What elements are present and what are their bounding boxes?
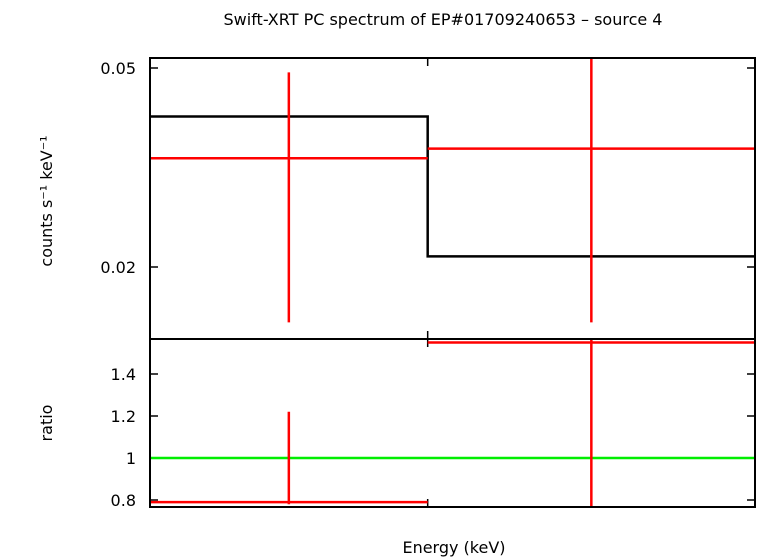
bottom-y-tick-label: 1: [126, 449, 136, 468]
top-y-axis-label: counts s⁻¹ keV⁻¹: [37, 135, 56, 266]
spectrum-panel: counts s⁻¹ keV⁻¹ 0.05 0.02: [37, 57, 756, 340]
model-step-line: [150, 115, 755, 258]
bottom-y-tick-label: 1.2: [111, 407, 136, 426]
x-axis-label: Energy (keV): [402, 538, 505, 557]
bottom-y-tick-label: 0.8: [111, 491, 136, 510]
ratio-data-points: [150, 339, 755, 507]
top-y-ticks: 0.05 0.02: [100, 58, 755, 339]
bottom-panel-frame: [149, 338, 756, 508]
bottom-y-tick-label: 1.4: [111, 365, 136, 384]
spectrum-data-points: [150, 58, 755, 323]
top-y-tick-label: 0.02: [100, 258, 136, 277]
top-y-tick-label: 0.05: [100, 59, 136, 78]
ratio-panel: ratio 0.8 1 1.2 1.4: [37, 338, 756, 510]
model-step-path: [150, 115, 755, 258]
chart-title: Swift-XRT PC spectrum of EP#01709240653 …: [224, 10, 663, 29]
top-panel-frame: [149, 57, 756, 340]
bottom-y-axis-label: ratio: [37, 405, 56, 442]
bottom-y-ticks: 0.8 1 1.2 1.4: [111, 339, 755, 510]
